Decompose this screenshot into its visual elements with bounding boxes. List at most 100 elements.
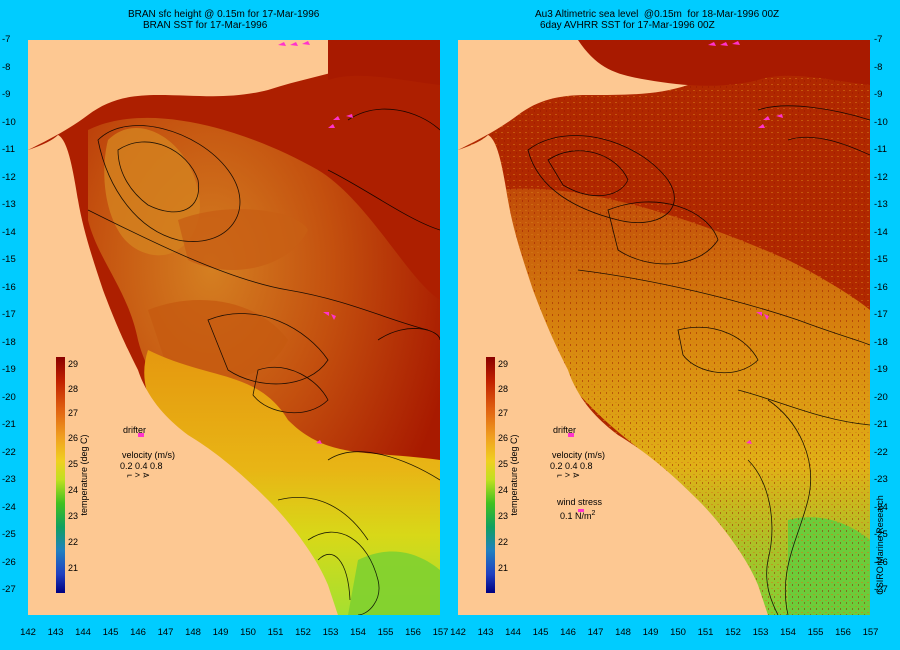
left-cb-tick-25: 25 <box>68 459 79 469</box>
left-velocity-arrows: ⌐ > ⋗ <box>127 470 151 480</box>
x-tick-label-right: 150 <box>670 627 686 638</box>
y-tick-label-right: -19 <box>874 364 888 375</box>
right-colorbar <box>486 357 495 593</box>
y-tick-label-right: -17 <box>874 309 888 320</box>
y-tick-label: -12 <box>2 171 16 183</box>
y-tick-label-right: -9 <box>874 89 883 100</box>
y-tick-label-right: -7 <box>874 34 883 45</box>
x-tick-label-left: 153 <box>322 627 339 638</box>
right-cb-tick-21: 21 <box>498 563 509 573</box>
x-tick-label-right: 145 <box>532 627 549 638</box>
wind-stress-unit: 0.1 N/m <box>560 511 592 521</box>
x-tick-label-right: 155 <box>807 627 824 638</box>
left-colorbar-label: temperature (deg C) <box>79 434 89 516</box>
y-tick-label: -10 <box>2 116 16 128</box>
y-tick-label-right: -22 <box>874 446 888 458</box>
x-tick-label-right: 153 <box>752 627 769 638</box>
y-tick-label: -16 <box>2 281 16 293</box>
right-colorbar-label: temperature (deg C) <box>509 434 519 516</box>
x-tick-label-right: 157 <box>862 627 879 638</box>
y-tick-label-right: -21 <box>874 419 888 430</box>
right-velocity-label: velocity (m/s) <box>552 450 606 460</box>
left-title-line1: BRAN sfc height @ 0.15m for 17-Mar-1996 <box>128 9 320 20</box>
y-tick-label-right: -10 <box>874 116 888 128</box>
y-tick-label-right: -8 <box>874 61 883 73</box>
y-tick-label: -14 <box>2 226 16 238</box>
y-tick-label: -9 <box>2 89 11 100</box>
y-tick-label: -19 <box>2 364 16 375</box>
x-tick-label-left: 148 <box>185 627 201 638</box>
right-title-line2: 6day AVHRR SST for 17-Mar-1996 00Z <box>540 20 715 31</box>
y-tick-label: -8 <box>2 61 11 73</box>
x-tick-label-left: 157 <box>432 627 449 638</box>
x-tick-label-right: 156 <box>835 627 851 638</box>
left-title-line2: BRAN SST for 17-Mar-1996 <box>143 20 268 31</box>
x-tick-label-right: 152 <box>725 627 741 638</box>
y-tick-label-right: -14 <box>874 226 888 238</box>
x-tick-label-right: 148 <box>615 627 631 638</box>
y-tick-label: -27 <box>2 584 16 595</box>
x-tick-label-left: 151 <box>267 627 284 638</box>
y-tick-label: -20 <box>2 391 16 403</box>
right-drifter-label: drifter <box>553 425 577 435</box>
x-tick-label-left: 155 <box>377 627 394 638</box>
x-tick-label-left: 145 <box>102 627 119 638</box>
x-tick-label-right: 146 <box>560 627 576 638</box>
y-tick-label: -18 <box>2 336 16 348</box>
x-tick-label-right: 151 <box>697 627 714 638</box>
y-tick-label: -25 <box>2 529 16 540</box>
y-tick-label: -24 <box>2 501 16 513</box>
y-tick-label-right: -18 <box>874 336 888 348</box>
left-drifter-label: drifter <box>123 425 147 435</box>
y-tick-label-right: -24 <box>874 501 888 513</box>
right-cb-tick-29: 29 <box>498 359 509 369</box>
right-wind-stress-label: wind stress <box>557 497 603 507</box>
y-tick-label-right: -12 <box>874 171 888 183</box>
x-tick-label-left: 154 <box>350 627 366 638</box>
y-tick-label-right: -25 <box>874 529 888 540</box>
y-tick-label: -17 <box>2 309 16 320</box>
left-cb-tick-26: 26 <box>68 433 79 443</box>
y-tick-label: -22 <box>2 446 16 458</box>
left-velocity-scale: 0.2 0.4 0.8 <box>120 461 163 471</box>
x-tick-label-right: 144 <box>505 627 521 638</box>
y-tick-label: -13 <box>2 199 16 210</box>
left-cb-tick-23: 23 <box>68 511 79 521</box>
y-tick-label-right: -13 <box>874 199 888 210</box>
x-tick-label-left: 143 <box>47 627 64 638</box>
right-wind-stress-value: 0.1 N/m2 <box>560 510 595 521</box>
x-tick-label-right: 143 <box>477 627 494 638</box>
y-tick-label-right: -11 <box>874 144 888 155</box>
y-tick-label: -26 <box>2 556 16 568</box>
left-cb-tick-21: 21 <box>68 563 79 573</box>
y-tick-label-right: -27 <box>874 584 888 595</box>
y-tick-label: -15 <box>2 254 16 265</box>
right-cb-tick-25: 25 <box>498 459 509 469</box>
left-colorbar <box>56 357 65 593</box>
right-velocity-scale: 0.2 0.4 0.8 <box>550 461 593 471</box>
left-cb-tick-29: 29 <box>68 359 79 369</box>
left-velocity-label: velocity (m/s) <box>122 450 176 460</box>
right-title-line1: Au3 Altimetric sea level @0.15m for 18-M… <box>535 9 780 20</box>
right-cb-tick-22: 22 <box>498 537 509 547</box>
y-tick-label: -7 <box>2 34 11 45</box>
right-velocity-arrows: ⌐ > ⋗ <box>557 470 581 480</box>
y-tick-label-right: -15 <box>874 254 888 265</box>
right-cb-tick-24: 24 <box>498 485 509 495</box>
x-tick-label-right: 149 <box>642 627 659 638</box>
x-tick-label-left: 142 <box>20 627 36 638</box>
right-map-panel <box>458 40 870 615</box>
left-cb-tick-24: 24 <box>68 485 79 495</box>
x-tick-label-left: 149 <box>212 627 229 638</box>
y-tick-label: -23 <box>2 474 16 485</box>
x-tick-label-left: 156 <box>405 627 421 638</box>
x-tick-label-left: 147 <box>157 627 174 638</box>
left-map-panel <box>28 40 440 615</box>
right-cb-tick-28: 28 <box>498 384 509 394</box>
left-cb-tick-28: 28 <box>68 384 79 394</box>
wind-stress-exponent: 2 <box>591 510 596 517</box>
y-tick-label-right: -23 <box>874 474 888 485</box>
x-tick-label-left: 152 <box>295 627 311 638</box>
y-tick-label-right: -16 <box>874 281 888 293</box>
y-tick-label: -11 <box>2 144 16 155</box>
